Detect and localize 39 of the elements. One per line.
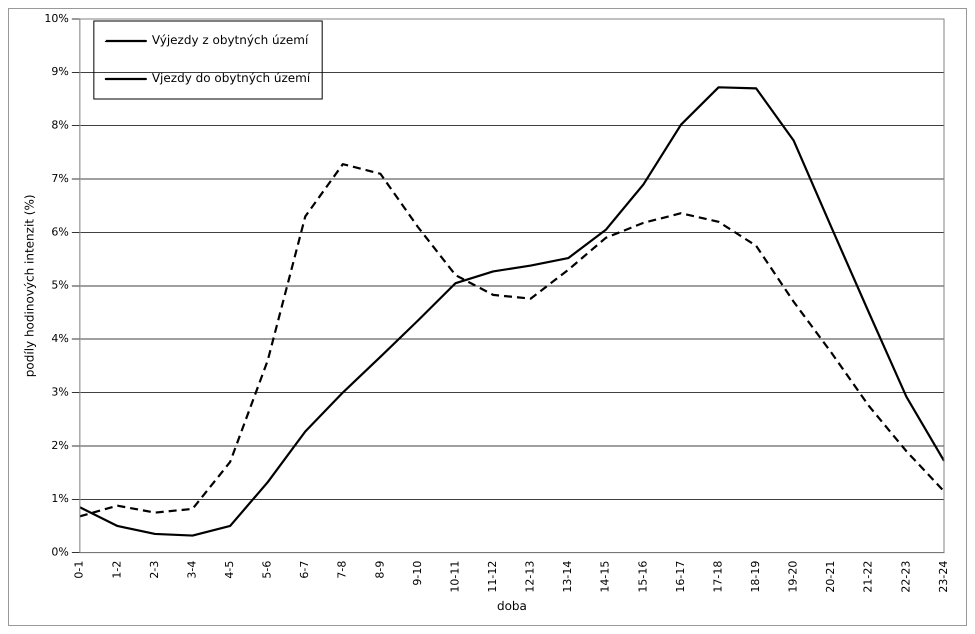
x-tick-label: 22-23 [899, 560, 912, 593]
x-tick-label: 20-21 [824, 560, 838, 593]
legend-label: Vjezdy do obytných území [152, 71, 311, 86]
x-axis-title: doba [496, 598, 527, 613]
x-tick-label: 1-2 [110, 560, 124, 579]
x-tick-label: 6-7 [298, 560, 312, 579]
y-tick-label: 5% [51, 278, 69, 292]
x-tick-label: 13-14 [561, 560, 574, 593]
y-tick-label: 3% [51, 385, 69, 398]
x-tick-label: 4-5 [222, 560, 236, 579]
x-tick-label: 16-17 [674, 560, 687, 593]
y-axis-title: podíly hodinových intenzit (%) [22, 194, 36, 378]
x-tick-label: 21-22 [862, 560, 875, 593]
legend-label: Výjezdy z obytných území [152, 33, 309, 48]
y-tick-label: 9% [51, 65, 69, 78]
y-tick-label: 8% [51, 118, 69, 132]
y-tick-label: 4% [51, 332, 69, 346]
x-tick-label: 8-9 [373, 560, 386, 579]
x-tick-label: 19-20 [786, 560, 800, 593]
y-tick-label: 7% [51, 172, 69, 185]
x-tick-label: 15-16 [636, 560, 650, 593]
x-tick-label: 2-3 [148, 560, 161, 579]
x-tick-label: 18-19 [749, 560, 762, 593]
y-tick-label: 0% [51, 545, 69, 558]
x-tick-label: 3-4 [185, 560, 198, 579]
y-tick-label: 2% [51, 438, 69, 452]
x-tick-label: 12-13 [524, 560, 537, 593]
y-tick-label: 1% [51, 492, 69, 506]
x-tick-label: 10-11 [448, 560, 462, 593]
x-tick-label: 0-1 [72, 560, 86, 579]
y-tick-label: 6% [51, 225, 69, 238]
x-tick-label: 7-8 [336, 560, 349, 579]
x-tick-label: 14-15 [598, 560, 612, 593]
x-tick-label: 17-18 [711, 560, 724, 593]
y-tick-label: 10% [44, 12, 69, 25]
x-tick-label: 11-12 [486, 560, 499, 593]
x-tick-label: 9-10 [410, 560, 424, 586]
x-tick-label: 5-6 [260, 560, 274, 579]
x-tick-label: 23-24 [936, 560, 950, 593]
